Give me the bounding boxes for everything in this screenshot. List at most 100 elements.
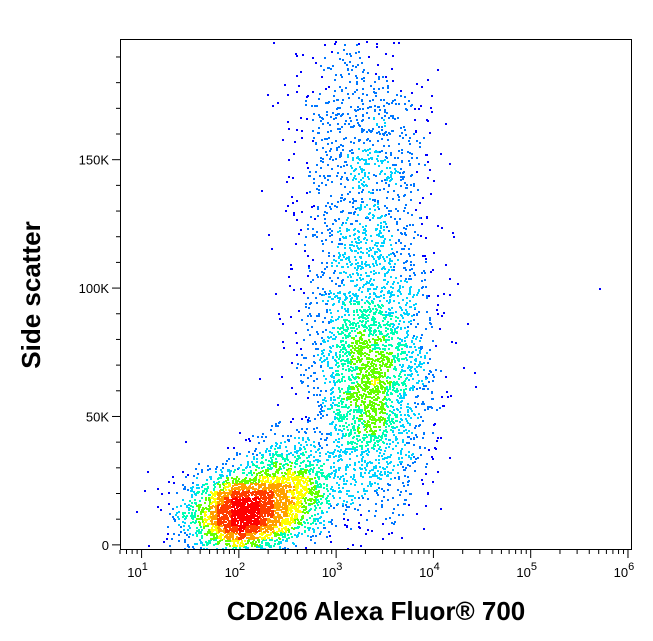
event-dot [283, 475, 285, 477]
event-dot [332, 387, 334, 389]
event-dot [407, 403, 409, 405]
event-dot [317, 401, 319, 403]
event-dot [332, 495, 334, 497]
event-dot [185, 441, 187, 443]
event-dot [207, 542, 209, 544]
event-dot [201, 516, 203, 518]
event-dot [321, 182, 323, 184]
event-dot [344, 308, 346, 310]
event-dot [414, 470, 416, 472]
event-dot [369, 426, 371, 428]
event-dot [354, 479, 356, 481]
event-dot [357, 265, 359, 267]
event-dot [377, 160, 379, 162]
event-dot [279, 466, 281, 468]
event-dot [388, 262, 390, 264]
event-dot [281, 376, 283, 378]
event-dot [333, 334, 335, 336]
event-dot [377, 140, 379, 142]
event-dot [341, 211, 343, 213]
event-dot [309, 171, 311, 173]
event-dot [295, 545, 297, 547]
event-dot [267, 469, 269, 471]
event-dot [255, 476, 257, 478]
event-dot [395, 170, 397, 172]
event-dot [319, 522, 321, 524]
event-dot [361, 358, 363, 360]
event-dot [283, 458, 285, 460]
event-dot [393, 269, 395, 271]
event-dot [288, 128, 290, 130]
event-dot [382, 358, 384, 360]
event-dot [395, 183, 397, 185]
event-dot [339, 255, 341, 257]
event-dot [425, 473, 427, 475]
event-dot [300, 519, 302, 521]
event-dot [182, 512, 184, 514]
event-dot [377, 336, 379, 338]
event-dot [360, 257, 362, 259]
event-dot [351, 451, 353, 453]
event-dot [378, 235, 380, 237]
event-dot [385, 447, 387, 449]
event-dot [201, 537, 203, 539]
event-dot [390, 210, 392, 212]
event-dot [342, 359, 344, 361]
event-dot [406, 359, 408, 361]
event-dot [367, 415, 369, 417]
event-dot [354, 228, 356, 230]
event-dot [387, 85, 389, 87]
event-dot [354, 358, 356, 360]
event-dot [199, 539, 201, 541]
event-dot [327, 365, 329, 367]
event-dot [362, 497, 364, 499]
event-dot [278, 455, 280, 457]
event-dot [387, 191, 389, 193]
event-dot [339, 291, 341, 293]
event-dot [443, 312, 445, 314]
event-dot [353, 476, 355, 478]
event-dot [288, 159, 290, 161]
event-dot [239, 432, 241, 434]
event-dot [342, 327, 344, 329]
event-dot [314, 496, 316, 498]
event-dot [374, 437, 376, 439]
event-dot [340, 144, 342, 146]
event-dot [418, 289, 420, 291]
event-dot [348, 424, 350, 426]
event-dot [353, 396, 355, 398]
event-dot [419, 350, 421, 352]
event-dot [349, 301, 351, 303]
event-dot [273, 462, 275, 464]
event-dot [352, 478, 354, 480]
event-dot [366, 248, 368, 250]
event-dot [353, 387, 355, 389]
event-dot [347, 93, 349, 95]
event-dot [376, 368, 378, 370]
event-dot [351, 443, 353, 445]
event-dot [367, 317, 369, 319]
event-dot [324, 317, 326, 319]
event-dot [383, 229, 385, 231]
event-dot [417, 354, 419, 356]
event-dot [254, 450, 256, 452]
event-dot [352, 376, 354, 378]
event-dot [354, 175, 356, 177]
event-dot [198, 529, 200, 531]
event-dot [382, 245, 384, 247]
event-dot [178, 518, 180, 520]
event-dot [432, 481, 434, 483]
event-dot [363, 377, 365, 379]
event-dot [307, 228, 309, 230]
event-dot [300, 453, 302, 455]
event-dot [180, 505, 182, 507]
event-dot [366, 275, 368, 277]
event-dot [405, 454, 407, 456]
event-dot [362, 71, 364, 73]
event-dot [375, 408, 377, 410]
event-dot [403, 358, 405, 360]
event-dot [359, 415, 361, 417]
event-dot [371, 397, 373, 399]
event-dot [356, 446, 358, 448]
event-dot [387, 328, 389, 330]
